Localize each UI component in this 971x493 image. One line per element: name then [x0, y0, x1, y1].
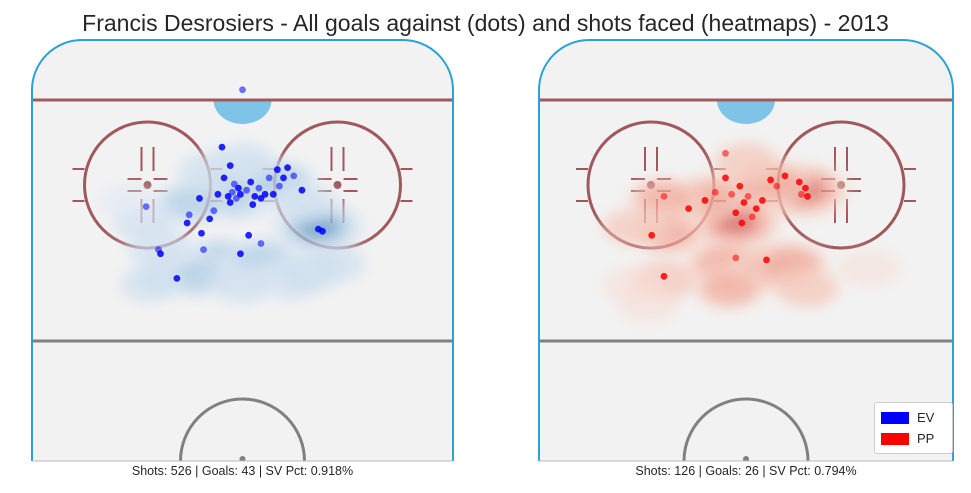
goal-dot — [237, 190, 244, 198]
boards-outline — [538, 39, 954, 461]
goal-dot — [276, 182, 283, 190]
goal-dot — [206, 215, 214, 223]
heat-contour — [181, 153, 243, 190]
goal-dot — [224, 192, 232, 200]
goal-dot — [280, 174, 287, 182]
goal-dot — [319, 227, 326, 235]
goal-dot — [185, 211, 193, 219]
goal-dot — [744, 192, 752, 200]
goal-dot — [298, 186, 306, 194]
heat-contour — [838, 249, 900, 287]
goal-dot — [226, 162, 234, 170]
heat-contour — [213, 267, 272, 302]
goal-dot — [781, 172, 789, 180]
heat-contour — [97, 183, 162, 222]
goal-dot — [183, 219, 191, 227]
heat-contour — [602, 266, 665, 303]
goal-dot — [797, 190, 805, 198]
goal-dot — [732, 254, 740, 262]
goal-dot — [155, 246, 162, 254]
goal-dot — [660, 192, 668, 200]
goal-dot — [728, 190, 736, 198]
heat-contour — [274, 185, 334, 220]
goal-dot — [220, 174, 228, 182]
goal-dot — [752, 205, 760, 213]
goal-dot — [736, 182, 744, 190]
goal-dot — [759, 197, 766, 204]
goal-crease — [213, 100, 272, 124]
goal-dot — [265, 174, 273, 182]
goal-dot — [701, 197, 709, 204]
heat-contour — [778, 271, 837, 307]
goal-dot — [251, 192, 259, 200]
goal-dot — [773, 182, 781, 190]
chart-title: Francis Desrosiers - All goals against (… — [82, 10, 889, 36]
rink-panel-right — [538, 39, 954, 462]
goal-dot — [257, 240, 265, 247]
goal-dot — [142, 203, 150, 211]
goal-dot — [648, 231, 656, 239]
goal-dot — [660, 272, 668, 280]
goal-dot — [247, 178, 255, 186]
rink-clip-group — [32, 98, 453, 461]
goal-dot — [245, 231, 253, 239]
goal-dot — [763, 256, 770, 264]
shot-heatmap — [599, 140, 900, 324]
goal-dot — [802, 184, 809, 192]
goal-dot — [795, 178, 803, 186]
goal-dot — [738, 219, 746, 227]
goal-dot — [740, 199, 748, 206]
heat-contour — [122, 267, 179, 302]
goal-dot — [239, 86, 246, 94]
rink-panel-left — [31, 39, 454, 462]
goal-dot — [711, 188, 719, 196]
goal-dot — [273, 166, 281, 174]
goal-dot — [218, 143, 226, 151]
goal-dot — [243, 186, 251, 194]
heat-contour — [165, 186, 218, 219]
goal-dot — [261, 190, 269, 198]
faceoff-dot-right — [333, 181, 342, 189]
legend-item-pp: PP — [881, 428, 946, 449]
legend: EV PP — [874, 402, 953, 454]
rink-clip-group — [539, 98, 953, 461]
legend-swatch-ev — [881, 411, 909, 424]
stats-caption-left: Shots: 526 | Goals: 43 | SV Pct: 0.918% — [131, 464, 354, 478]
legend-swatch-pp — [881, 432, 909, 445]
goal-dot — [269, 190, 277, 198]
goal-dot — [196, 195, 203, 202]
goal-dot — [249, 201, 257, 208]
goal-dot — [732, 209, 740, 217]
goal-dot — [255, 184, 263, 192]
heat-contour — [306, 247, 363, 281]
legend-label-pp: PP — [917, 431, 935, 446]
heat-contour — [704, 273, 755, 304]
legend-label-ev: EV — [917, 410, 935, 425]
heat-contour — [605, 210, 662, 244]
heat-contour — [716, 144, 776, 179]
goal-dot — [284, 164, 291, 172]
goal-dot — [748, 213, 756, 221]
goal-dot — [722, 174, 729, 182]
goal-dot — [210, 207, 218, 215]
goal-dot — [290, 172, 298, 180]
goal-dot — [235, 184, 242, 192]
goal-dot — [200, 246, 207, 254]
stats-caption-right: Shots: 126 | Goals: 26 | SV Pct: 0.794% — [635, 464, 857, 478]
goal-dot — [198, 229, 205, 237]
goal-dot — [214, 190, 222, 198]
goal-dot — [767, 176, 774, 184]
goal-dot — [685, 205, 692, 213]
heat-contour — [719, 213, 752, 233]
goal-dot — [173, 274, 181, 282]
center-circle — [682, 397, 810, 461]
goal-crease — [717, 100, 775, 124]
boards-outline — [31, 39, 454, 461]
goal-dot — [237, 250, 244, 258]
goal-dot — [226, 199, 234, 206]
center-circle — [179, 397, 306, 461]
legend-item-ev: EV — [881, 407, 946, 428]
goal-dot — [804, 192, 811, 200]
goal-dot — [722, 149, 729, 157]
